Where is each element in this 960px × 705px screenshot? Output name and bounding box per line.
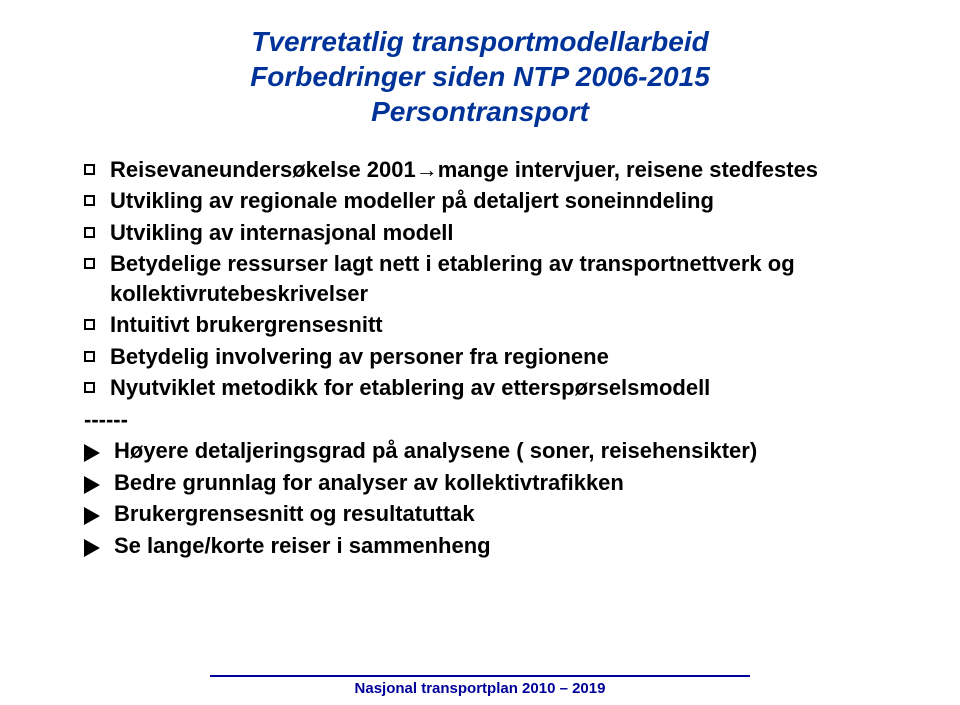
title-line-2: Forbedringer siden NTP 2006-2015 [70, 59, 890, 94]
footer: Nasjonal transportplan 2010 – 2019 [0, 675, 960, 697]
square-bullet-icon [84, 382, 95, 393]
bullet-text: Betydelige ressurser lagt nett i etabler… [110, 251, 795, 305]
list-item: Høyere detaljeringsgrad på analysene ( s… [84, 436, 890, 465]
bullet-text: Reisevaneundersøkelse 2001→mange intervj… [110, 157, 818, 182]
arrow-text: Høyere detaljeringsgrad på analysene ( s… [114, 438, 757, 463]
arrow-text: Bedre grunnlag for analyser av kollektiv… [114, 470, 624, 495]
square-bullet-icon [84, 227, 95, 238]
footer-text: Nasjonal transportplan 2010 – 2019 [0, 680, 960, 697]
square-bullet-icon [84, 258, 95, 269]
list-item: Intuitivt brukergrensesnitt [84, 310, 890, 339]
footer-rule [210, 675, 750, 677]
triangle-bullet-icon [84, 535, 100, 564]
arrow-text: Se lange/korte reiser i sammenheng [114, 533, 491, 558]
triangle-bullet-icon [84, 440, 100, 469]
list-item: Nyutviklet metodikk for etablering av et… [84, 373, 890, 402]
bullet-text: Nyutviklet metodikk for etablering av et… [110, 375, 710, 400]
list-item: Utvikling av internasjonal modell [84, 218, 890, 247]
separator-dashes: ------ [84, 405, 890, 434]
title-line-1: Tverretatlig transportmodellarbeid [70, 24, 890, 59]
slide: Tverretatlig transportmodellarbeid Forbe… [0, 0, 960, 705]
bullet-text: Betydelig involvering av personer fra re… [110, 344, 609, 369]
square-bullet-icon [84, 195, 95, 206]
list-item: Se lange/korte reiser i sammenheng [84, 531, 890, 560]
list-item: Bedre grunnlag for analyser av kollektiv… [84, 468, 890, 497]
list-item: Brukergrensesnitt og resultatuttak [84, 499, 890, 528]
title-block: Tverretatlig transportmodellarbeid Forbe… [70, 24, 890, 129]
bullet-text: Utvikling av regionale modeller på detal… [110, 188, 714, 213]
square-bullet-icon [84, 351, 95, 362]
square-bullet-icon [84, 164, 95, 175]
square-bullet-icon [84, 319, 95, 330]
list-item: Betydelige ressurser lagt nett i etabler… [84, 249, 890, 308]
triangle-bullet-icon [84, 503, 100, 532]
bullet-list: Reisevaneundersøkelse 2001→mange intervj… [84, 155, 890, 403]
bullet-text: Utvikling av internasjonal modell [110, 220, 454, 245]
title-line-3: Persontransport [70, 94, 890, 129]
bullet-text: Intuitivt brukergrensesnitt [110, 312, 383, 337]
list-item: Utvikling av regionale modeller på detal… [84, 186, 890, 215]
arrow-list: Høyere detaljeringsgrad på analysene ( s… [84, 436, 890, 560]
list-item: Betydelig involvering av personer fra re… [84, 342, 890, 371]
arrow-text: Brukergrensesnitt og resultatuttak [114, 501, 475, 526]
list-item: Reisevaneundersøkelse 2001→mange intervj… [84, 155, 890, 184]
triangle-bullet-icon [84, 472, 100, 501]
